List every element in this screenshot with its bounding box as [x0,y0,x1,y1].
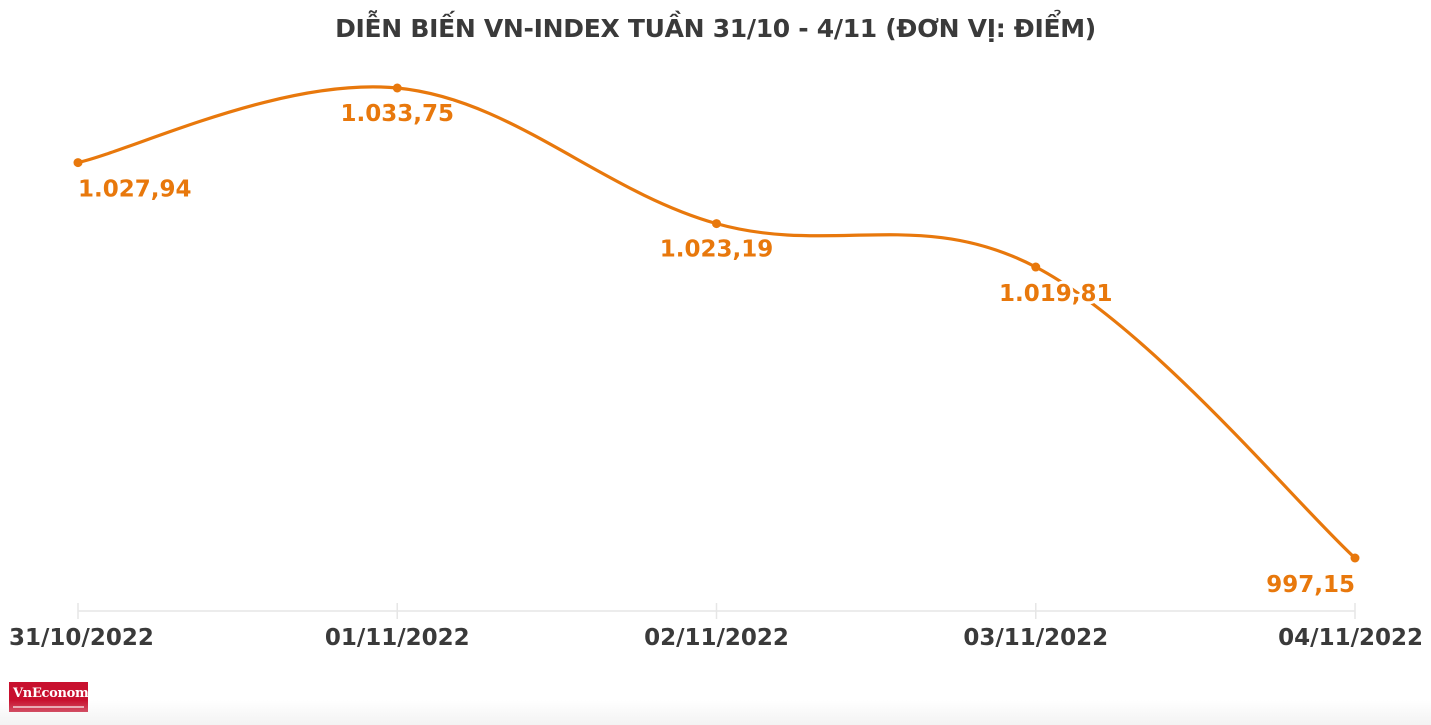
data-labels: 1.027,94 1.033,75 1.023,19 1.019,81 997,15 [75,98,1358,601]
x-tick-label: 02/11/2022 [644,625,789,651]
data-point [1350,553,1360,563]
footer-shadow [0,700,1431,725]
x-tick-label: 31/10/2022 [9,625,154,651]
data-points [73,83,1360,563]
x-tick-label: 04/11/2022 [1278,625,1423,651]
x-tick-label: 03/11/2022 [963,625,1108,651]
x-tick-label: 01/11/2022 [325,625,470,651]
data-label: 1.027,94 [78,177,192,203]
series-line [76,85,1357,560]
data-label: 1.023,19 [660,237,774,263]
data-label: 997,15 [1266,572,1355,598]
line-chart: 31/10/2022 01/11/2022 02/11/2022 03/11/2022… [9,83,1423,651]
x-axis-ticks [77,603,1356,619]
data-point [1031,262,1041,272]
logo-text: VnEconomy [13,686,96,701]
data-point [712,219,721,229]
data-label: 1.019,81 [999,281,1113,307]
data-point [392,83,402,93]
x-axis-tick-labels: 31/10/2022 01/11/2022 02/11/2022 03/11/2022… [9,625,1423,651]
chart-title: DIỄN BIẾN VN-INDEX TUẦN 31/10 - 4/11 (ĐƠ… [335,14,1096,43]
data-point [73,158,83,168]
data-label: 1.033,75 [341,101,455,127]
